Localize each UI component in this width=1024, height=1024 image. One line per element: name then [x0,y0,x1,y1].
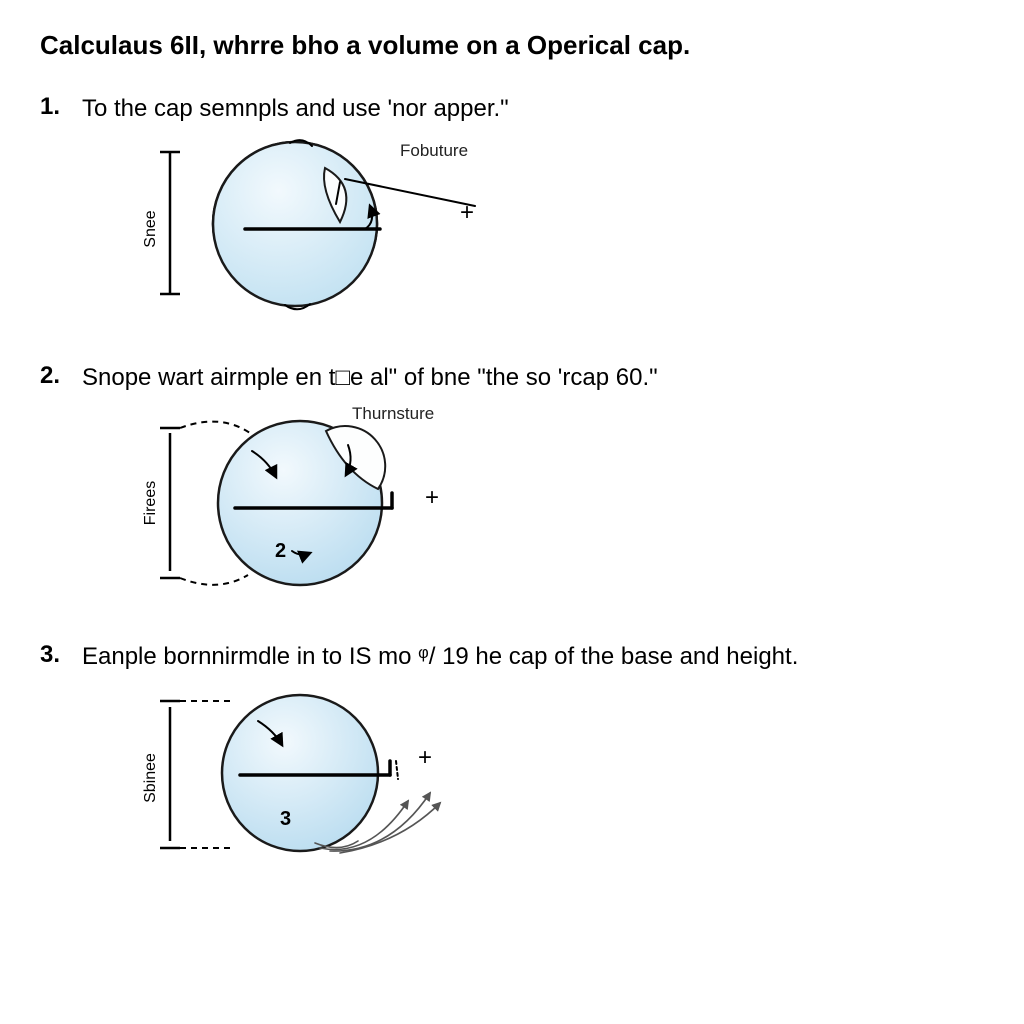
vertical-label-3: Sbinee [142,753,159,803]
item-text: To the cap semnpls and use 'nor apper." [82,93,509,124]
figure-number: 3 [280,808,291,830]
item-number: 1. [40,93,82,121]
figure-3: Sbinee + 3 [140,683,984,873]
plus-icon: + [460,199,474,226]
plus-icon: + [425,484,439,511]
item-text: Snope wart airmple en t□e al" of bne "th… [82,362,658,393]
page-title: Calculaus 6II, whrre bho a volume on a O… [40,30,984,61]
item-number: 3. [40,641,82,669]
plus-icon: + [418,744,432,771]
problem-item-2: 2. Snope wart airmple en t□e al" of bne … [40,362,984,393]
problem-item-1: 1. To the cap semnpls and use 'nor apper… [40,93,984,124]
sphere-shape [222,695,378,851]
figure-2: Firees Thurnsture + 2 [140,403,984,613]
figure-number: 2 [275,540,286,562]
figure-1: Snee Fobuture + [140,134,984,334]
vertical-label-1: Snee [142,210,159,247]
problem-item-3: 3. Eanple bornnirmdle in to IS mo ᵠ/ 19 … [40,641,984,672]
cap-label-2: Thurnsture [352,404,434,423]
vertical-label-2: Firees [142,481,159,525]
item-number: 2. [40,362,82,390]
cap-label-1: Fobuture [400,141,468,160]
item-text: Eanple bornnirmdle in to IS mo ᵠ/ 19 he … [82,641,798,672]
